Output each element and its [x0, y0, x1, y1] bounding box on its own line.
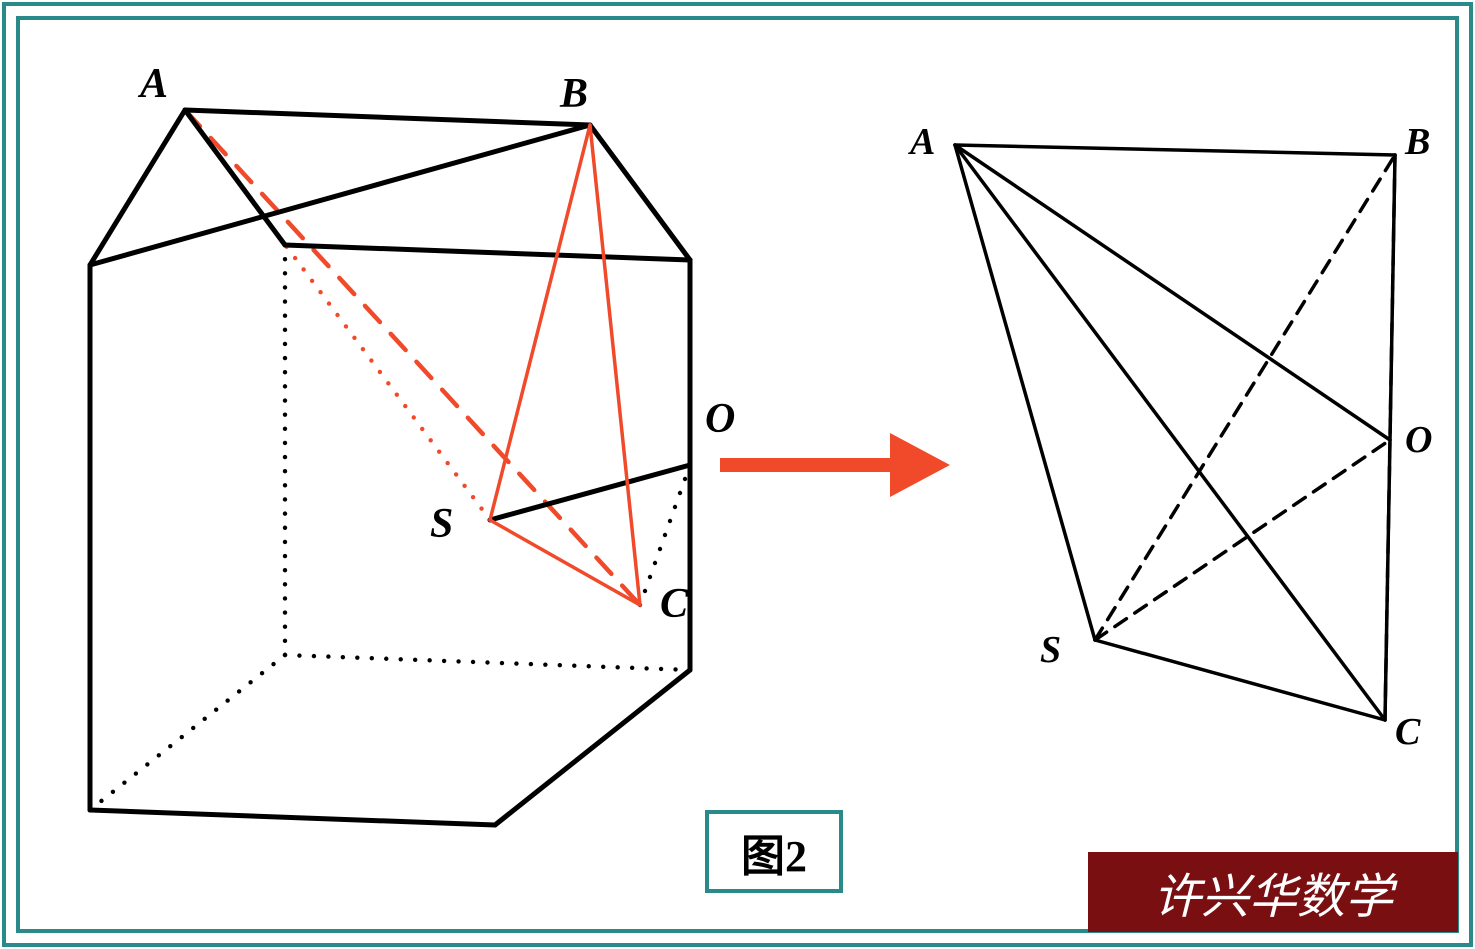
- label-left-S: S: [430, 500, 453, 548]
- label-right-A: A: [910, 120, 935, 164]
- label-left-B: B: [560, 70, 588, 118]
- label-right-C: C: [1395, 710, 1420, 754]
- figure-caption-text: 图2: [741, 820, 807, 884]
- label-right-S: S: [1040, 628, 1061, 672]
- label-right-B: B: [1405, 120, 1430, 164]
- label-left-O: O: [705, 395, 735, 443]
- watermark: 许兴华数学: [1088, 852, 1458, 932]
- label-left-A: A: [140, 60, 168, 108]
- geometry-svg: [0, 0, 1475, 949]
- watermark-text: 许兴华数学: [1153, 857, 1393, 927]
- label-right-O: O: [1405, 418, 1432, 462]
- label-left-C: C: [660, 580, 688, 628]
- figure-caption: 图2: [705, 810, 843, 893]
